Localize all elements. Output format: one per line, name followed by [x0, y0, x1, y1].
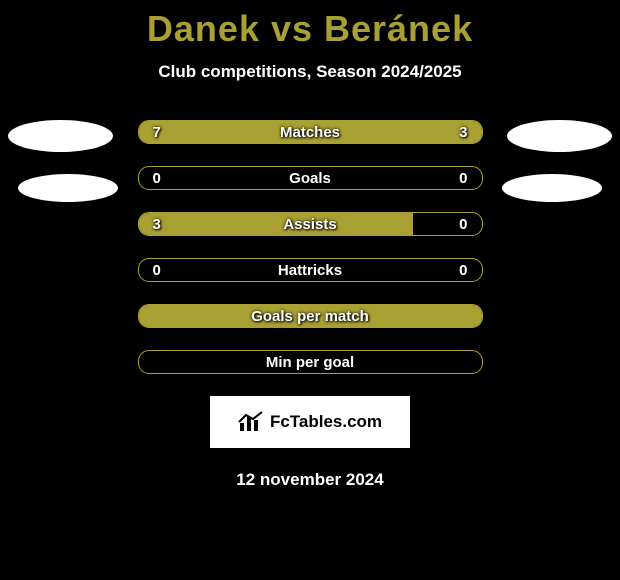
comparison-subtitle: Club competitions, Season 2024/2025 — [0, 62, 620, 82]
stat-row: 73Matches — [138, 120, 483, 144]
fctables-logo[interactable]: FcTables.com — [210, 396, 410, 448]
stat-row: 00Hattricks — [138, 258, 483, 282]
stat-label: Min per goal — [139, 351, 482, 373]
comparison-date: 12 november 2024 — [0, 470, 620, 490]
stat-label: Goals per match — [139, 305, 482, 327]
bars-chart-icon — [238, 411, 264, 433]
stat-label: Hattricks — [139, 259, 482, 281]
stat-bars: 73Matches 00Goals 30Assists 00Hattricks Goal… — [138, 120, 483, 374]
player-left-avatar — [8, 120, 113, 152]
stat-row: Min per goal — [138, 350, 483, 374]
logo-text: FcTables.com — [270, 412, 382, 432]
stat-label: Matches — [139, 121, 482, 143]
chart-area: 73Matches 00Goals 30Assists 00Hattricks Goal… — [0, 120, 620, 374]
stat-row: Goals per match — [138, 304, 483, 328]
stat-label: Goals — [139, 167, 482, 189]
player-left-avatar — [18, 174, 118, 202]
player-right-avatar — [502, 174, 602, 202]
comparison-title: Danek vs Beránek — [0, 0, 620, 50]
stat-row: 30Assists — [138, 212, 483, 236]
player-right-avatar — [507, 120, 612, 152]
stat-row: 00Goals — [138, 166, 483, 190]
stat-label: Assists — [139, 213, 482, 235]
